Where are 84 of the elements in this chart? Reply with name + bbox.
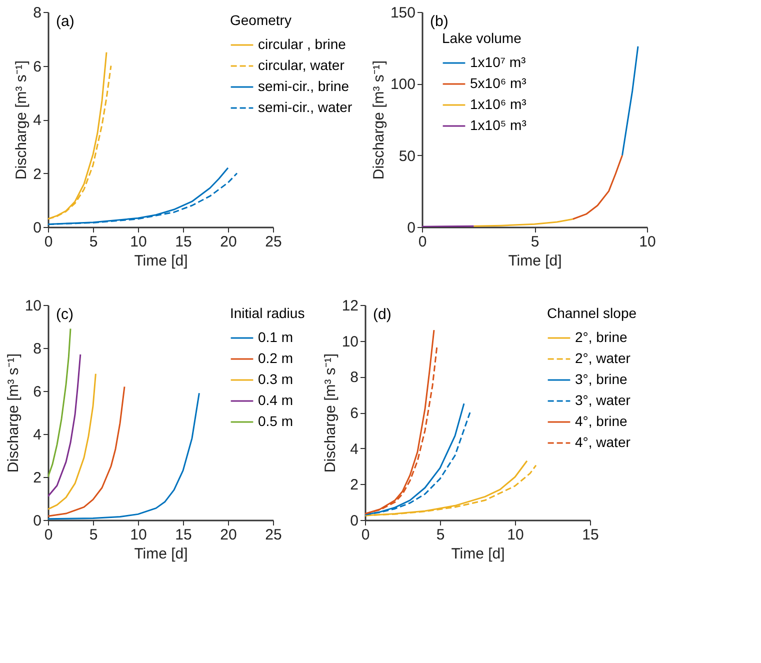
x-tick-label: 15 xyxy=(582,526,599,544)
x-tick-label: 0 xyxy=(44,526,53,544)
y-tick-label: 8 xyxy=(33,340,42,358)
x-tick-label: 20 xyxy=(220,234,237,250)
legend-title: Initial radius xyxy=(230,305,305,321)
y-tick-label: 150 xyxy=(390,4,416,22)
line-series xyxy=(473,218,574,227)
line-series xyxy=(622,46,639,156)
x-axis-title: Time [d] xyxy=(451,546,505,562)
legend-label: 0.4 m xyxy=(258,392,294,408)
line-series xyxy=(48,328,72,478)
x-tick-label: 15 xyxy=(175,526,192,544)
y-tick-label: 4 xyxy=(33,112,42,129)
x-tick-label: 25 xyxy=(265,234,282,250)
y-tick-label: 10 xyxy=(342,333,358,350)
x-tick-label: 20 xyxy=(220,526,237,544)
legend-label: 3°, brine xyxy=(575,371,628,387)
legend-label: 1x10⁷ m³ xyxy=(470,54,526,70)
y-tick-label: 0 xyxy=(350,512,358,530)
x-tick-label: 0 xyxy=(418,234,427,250)
y-tick-label: 8 xyxy=(350,369,358,386)
y-tick-label: 100 xyxy=(390,76,416,94)
y-tick-label: 4 xyxy=(33,426,42,444)
legend-label: circular , brine xyxy=(258,36,346,52)
y-tick-label: 6 xyxy=(33,384,42,400)
x-axis-title: Time [d] xyxy=(508,252,562,270)
x-tick-label: 5 xyxy=(530,234,540,250)
y-tick-label: 2 xyxy=(33,166,42,183)
y-axis-title: Discharge [m³ s⁻¹] xyxy=(4,353,22,473)
y-axis-title: Discharge [m³ s⁻¹] xyxy=(322,353,339,473)
x-tick-label: 10 xyxy=(130,526,147,544)
y-tick-label: 2 xyxy=(33,470,42,486)
y-tick-label: 0 xyxy=(407,220,416,236)
y-tick-label: 12 xyxy=(342,298,358,314)
legend-title: Lake volume xyxy=(442,30,522,46)
legend-label: 0.1 m xyxy=(258,329,294,345)
x-tick-label: 0 xyxy=(361,526,370,544)
y-tick-label: 10 xyxy=(24,298,42,314)
legend-label: 0.3 m xyxy=(258,371,294,387)
legend-label: semi-cir., water xyxy=(258,99,352,115)
x-tick-label: 5 xyxy=(436,526,445,544)
line-series xyxy=(48,354,82,498)
y-tick-label: 0 xyxy=(33,512,42,530)
x-tick-label: 5 xyxy=(89,234,98,250)
line-series xyxy=(572,154,623,220)
legend-label: circular, water xyxy=(258,57,345,73)
annotation: (c) xyxy=(56,306,74,323)
legend-label: 0.2 m xyxy=(258,350,294,366)
y-tick-label: 6 xyxy=(350,405,358,422)
x-tick-label: 25 xyxy=(265,526,282,544)
line-series xyxy=(48,392,200,520)
x-tick-label: 15 xyxy=(175,234,192,250)
annotation: (b) xyxy=(430,13,448,30)
y-tick-label: 8 xyxy=(33,4,42,22)
legend-label: 0.5 m xyxy=(258,413,294,429)
legend-label: 2°, brine xyxy=(575,329,628,345)
legend-label: 4°, water xyxy=(575,434,631,450)
annotation: (a) xyxy=(56,13,74,30)
legend-label: 5x10⁶ m³ xyxy=(470,75,527,91)
y-tick-label: 6 xyxy=(33,58,42,76)
line-series xyxy=(48,386,126,517)
legend-label: semi-cir., brine xyxy=(258,78,350,94)
line-series xyxy=(48,373,96,510)
y-tick-label: 50 xyxy=(398,148,416,165)
legend-label: 4°, brine xyxy=(575,413,628,429)
y-tick-label: 0 xyxy=(33,220,42,236)
y-axis-title: Discharge [m³ s⁻¹] xyxy=(13,60,30,180)
annotation: (d) xyxy=(373,306,392,323)
legend-title: Geometry xyxy=(230,12,292,28)
x-tick-label: 5 xyxy=(89,526,98,544)
y-axis-title: Discharge [m³ s⁻¹] xyxy=(370,60,388,180)
x-axis-title: Time [d] xyxy=(134,252,188,270)
x-tick-label: 0 xyxy=(44,234,53,250)
legend-label: 3°, water xyxy=(575,392,631,408)
y-tick-label: 4 xyxy=(350,440,358,458)
y-tick-label: 2 xyxy=(350,476,358,494)
legend-label: 1x10⁵ m³ xyxy=(470,117,527,133)
x-tick-label: 10 xyxy=(639,234,656,250)
legend-label: 2°, water xyxy=(575,350,631,366)
x-axis-title: Time [d] xyxy=(134,546,188,562)
legend-title: Channel slope xyxy=(547,305,637,321)
legend-label: 1x10⁶ m³ xyxy=(470,96,527,112)
x-tick-label: 10 xyxy=(507,526,524,544)
x-tick-label: 10 xyxy=(130,234,147,250)
